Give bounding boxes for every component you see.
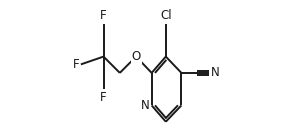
Text: Cl: Cl (160, 9, 172, 22)
Text: F: F (100, 91, 107, 104)
Text: F: F (73, 58, 79, 71)
Text: O: O (131, 50, 141, 63)
Text: N: N (211, 66, 219, 79)
Text: F: F (100, 9, 107, 22)
Text: N: N (141, 99, 150, 112)
